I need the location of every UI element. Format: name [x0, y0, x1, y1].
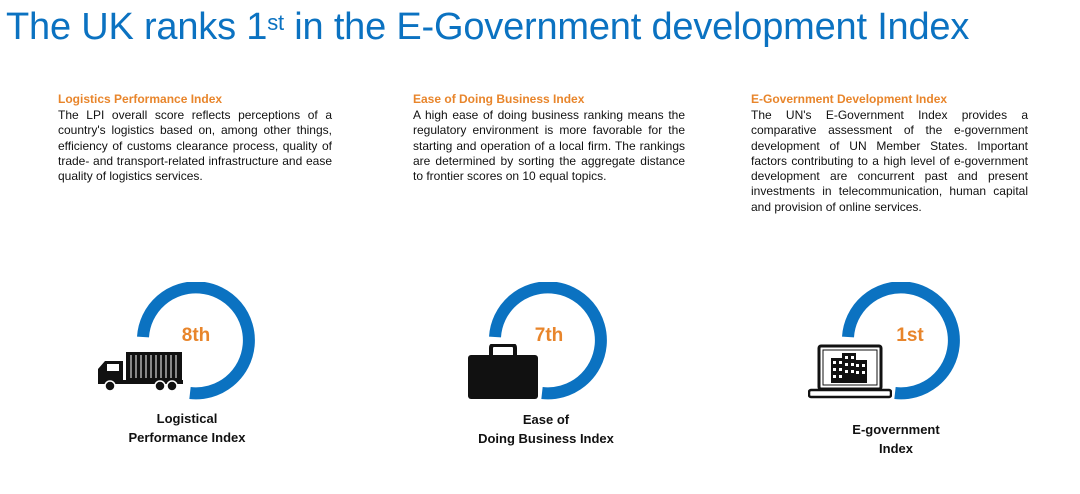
egov-heading: E-Government Development Index — [751, 92, 948, 106]
ease-of-business-label: Ease of Doing Business Index — [446, 410, 646, 448]
egov-body: The UN's E-Government Index provides a c… — [751, 108, 1028, 214]
ease-of-business-heading: Ease of Doing Business Index — [413, 92, 585, 106]
truck-icon — [98, 352, 183, 392]
lpi-rank-ring — [137, 282, 255, 400]
egov-rank: 1st — [896, 325, 924, 346]
ease-of-business-rank: 7th — [534, 325, 564, 346]
lpi-heading: Logistics Performance Index — [58, 92, 223, 106]
ease-of-business-body: A high ease of doing business ranking me… — [413, 108, 685, 184]
ease-of-business-label-line1: Ease of — [522, 412, 570, 427]
page-title: The UK ranks 1st in the E-Government dev… — [6, 6, 969, 49]
ease-of-business-label-line2: Doing Business Index — [478, 431, 614, 446]
egov-label-line1: E-government — [852, 422, 940, 437]
lpi-rank: 8th — [181, 325, 211, 346]
title-suffix: in the E-Government development Index — [283, 6, 970, 48]
egov-label-line2: Index — [879, 441, 913, 456]
egov-label: E-government Index — [796, 420, 996, 458]
lpi-label: Logistical Performance Index — [87, 409, 287, 447]
lpi-body: The LPI overall score reflects perceptio… — [58, 108, 332, 184]
briefcase-icon — [468, 344, 538, 399]
lpi-label-line1: Logistical — [156, 411, 218, 426]
title-superscript: st — [267, 10, 284, 35]
title-prefix: The UK ranks 1 — [6, 6, 268, 48]
lpi-label-line2: Performance Index — [128, 430, 246, 445]
egov-description: E-Government Development Index The UN's … — [751, 92, 1028, 215]
ease-of-business-rank-ring — [489, 282, 607, 400]
laptop-building-icon — [808, 344, 892, 399]
egov-rank-ring — [842, 282, 960, 400]
ease-of-business-description: Ease of Doing Business Index A high ease… — [413, 92, 685, 184]
lpi-description: Logistics Performance Index The LPI over… — [58, 92, 332, 184]
